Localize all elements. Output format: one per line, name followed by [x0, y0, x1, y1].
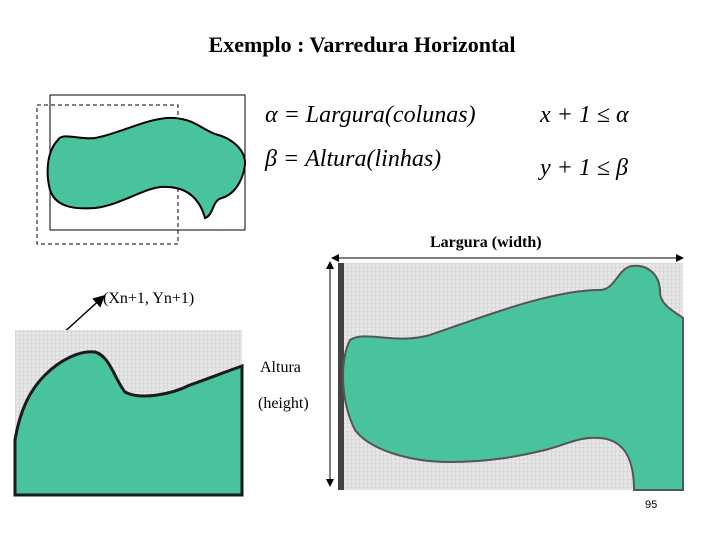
- shape: [46, 116, 247, 220]
- formula: α = Largura(colunas): [265, 102, 476, 128]
- page-number: 95: [645, 499, 657, 511]
- zoom-shape: [13, 350, 244, 497]
- point-label: (Xn+1, Yn+1): [103, 290, 194, 307]
- grid-shape: [342, 264, 684, 491]
- width-label: Largura (width): [430, 234, 542, 251]
- title: Exemplo : Varredura Horizontal: [209, 32, 516, 57]
- height-label: (height): [258, 395, 309, 412]
- formula: β = Altura(linhas): [264, 146, 441, 172]
- formula: x + 1 ≤ α: [539, 102, 629, 128]
- grid-edge: [338, 263, 344, 490]
- formula: y + 1 ≤ β: [538, 155, 628, 181]
- height-label: Altura: [260, 359, 301, 376]
